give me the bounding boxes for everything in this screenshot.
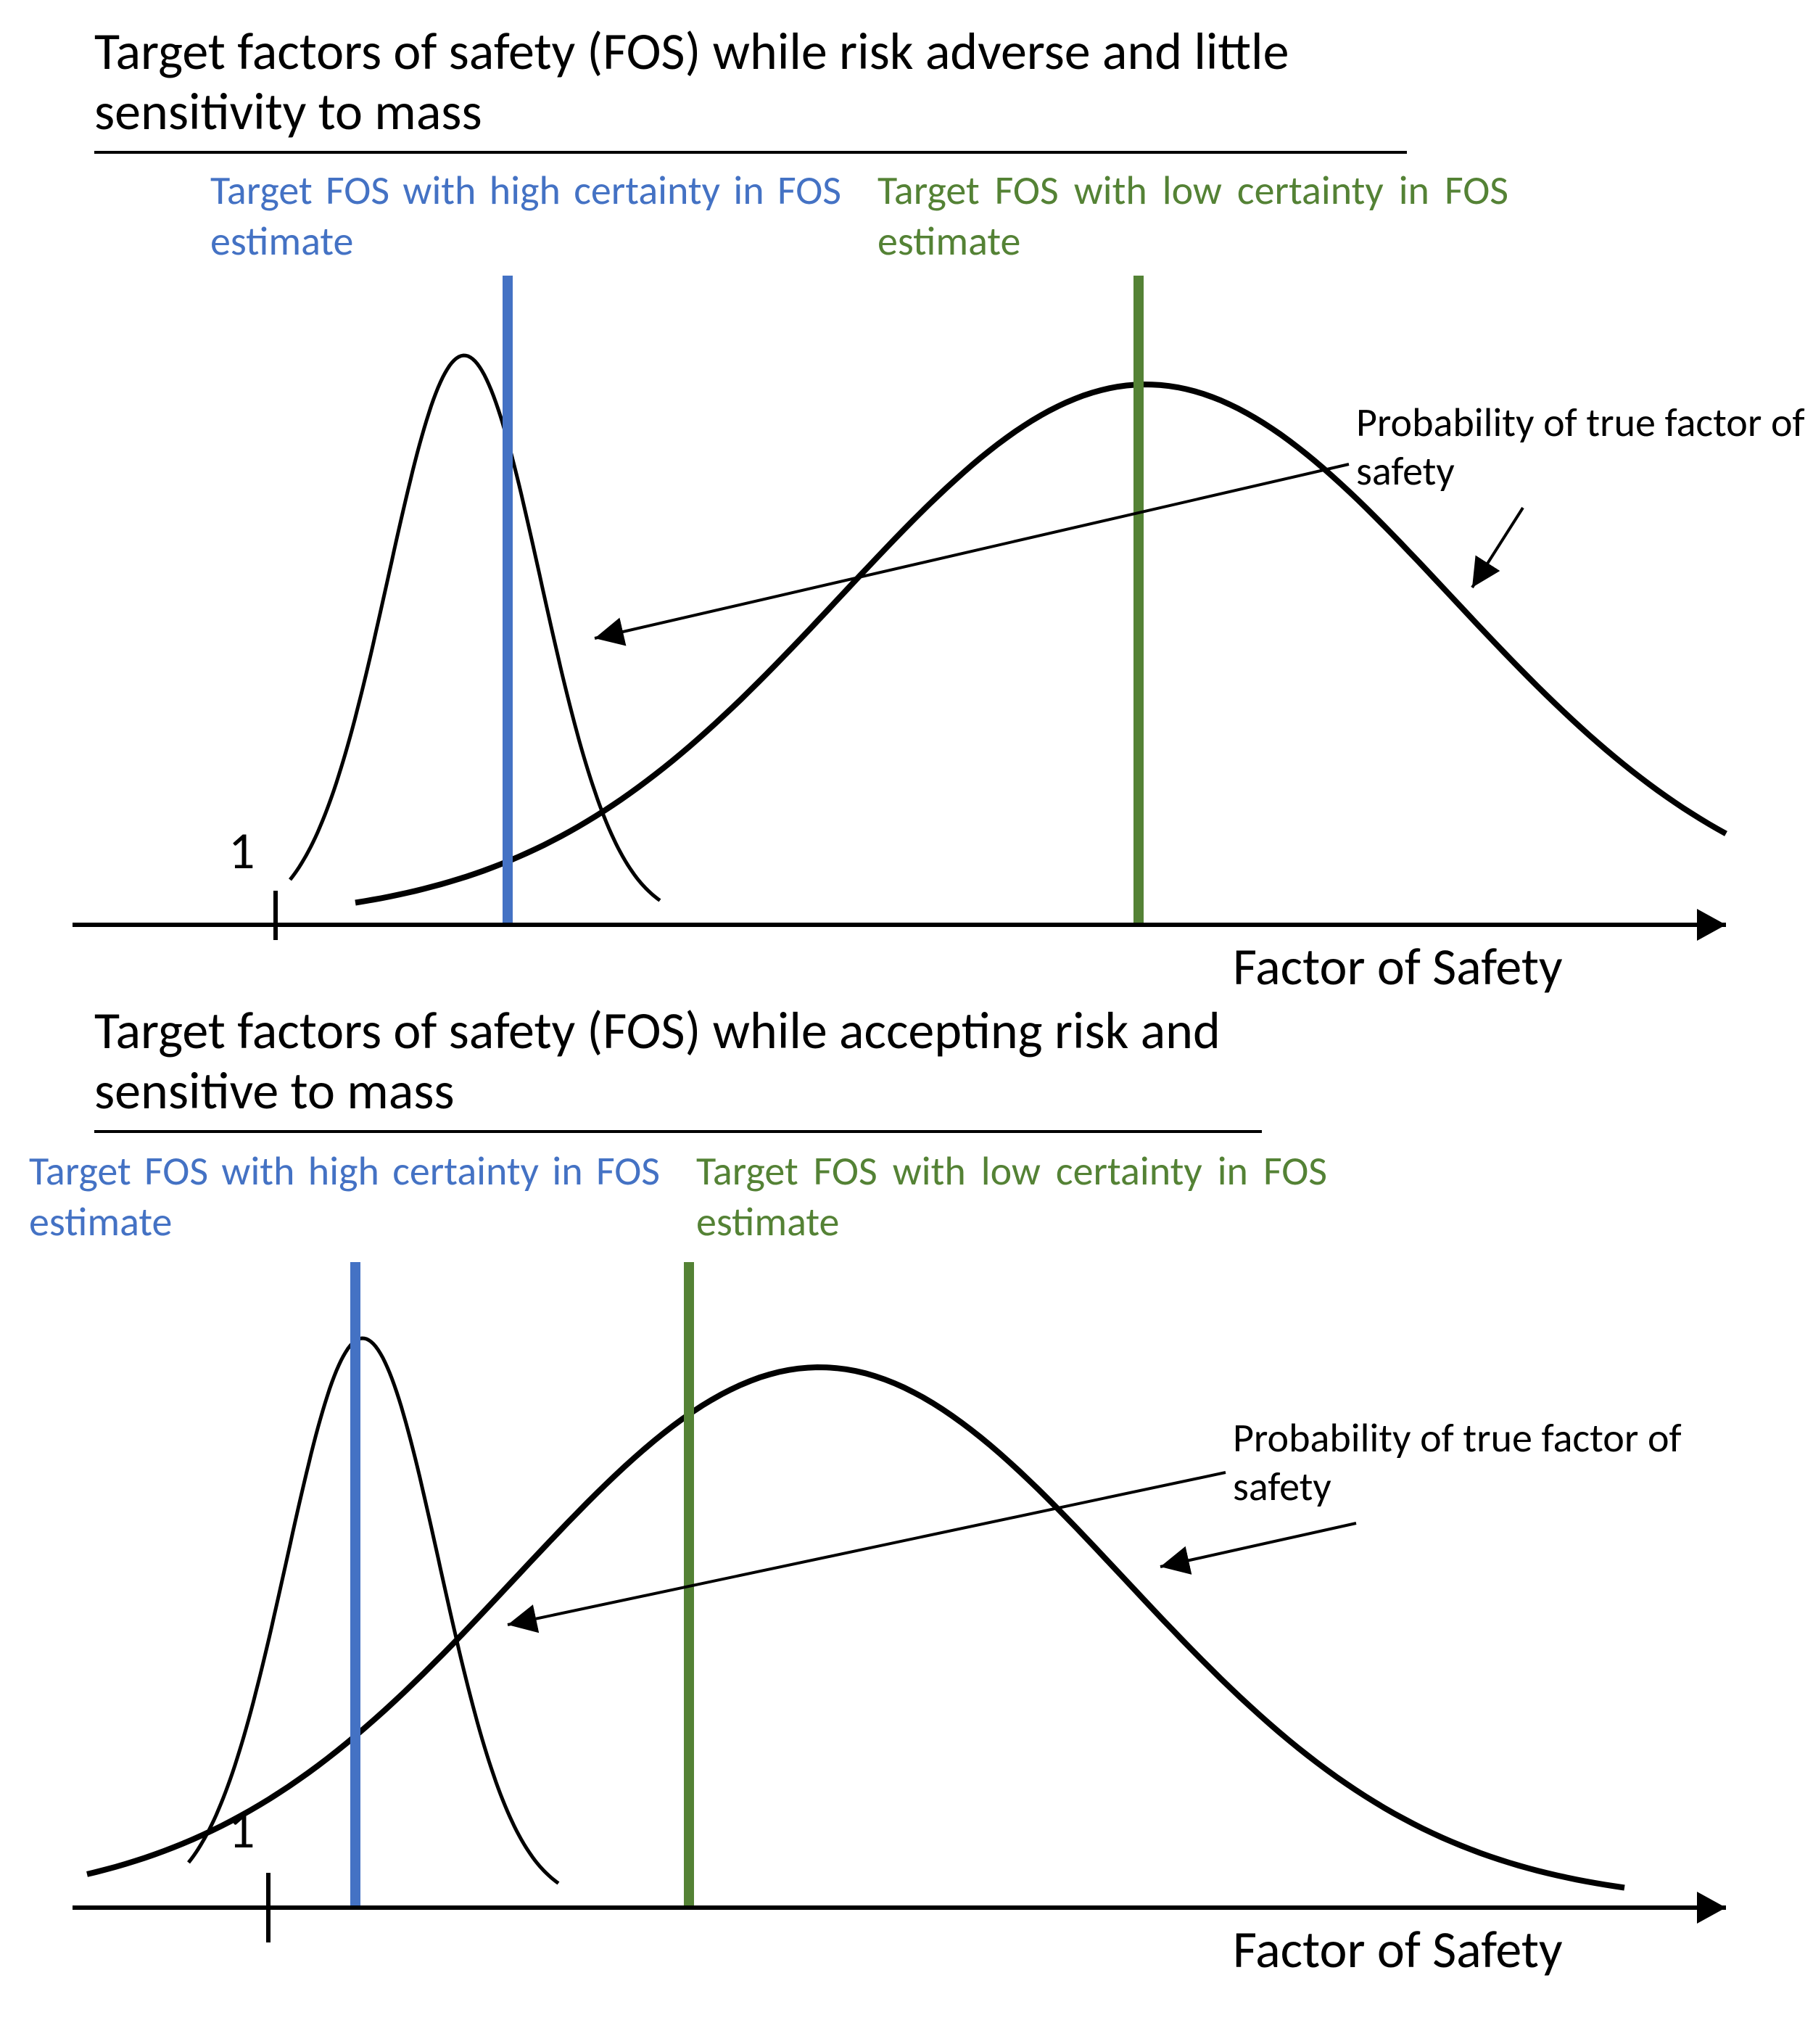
panel-title-bottom: Target factors of safety (FOS) while acc…	[94, 1001, 1327, 1121]
axis-arrowhead-icon	[1697, 1892, 1726, 1924]
narrow-distribution-curve	[290, 355, 660, 900]
blue-target-label-bottom: Target FOS with high certainty in FOS es…	[29, 1146, 660, 1248]
callout-arrow	[508, 1472, 1226, 1625]
green-target-label-bottom: Target FOS with low certainty in FOS est…	[696, 1146, 1327, 1248]
callout-arrow	[1472, 508, 1523, 588]
axis-label-bottom: Factor of Safety	[1233, 1919, 1563, 1981]
callout-label-top: Probability of true factor of safety	[1356, 399, 1806, 496]
callout-label-bottom: Probability of true factor of safety	[1233, 1414, 1682, 1512]
figure-stage: Target factors of safety (FOS) while ris…	[0, 0, 1813, 2044]
panel-title-top: Target factors of safety (FOS) while ris…	[94, 22, 1472, 142]
callout-arrow	[1160, 1523, 1356, 1567]
callout-arrow	[595, 464, 1349, 638]
tick-label-bottom: 1	[228, 1799, 255, 1861]
blue-target-label-top: Target FOS with high certainty in FOS es…	[210, 165, 841, 267]
tick-label-top: 1	[228, 820, 255, 882]
green-target-label-top: Target FOS with low certainty in FOS est…	[877, 165, 1508, 267]
axis-arrowhead-icon	[1697, 909, 1726, 941]
axis-label-top: Factor of Safety	[1233, 936, 1563, 998]
